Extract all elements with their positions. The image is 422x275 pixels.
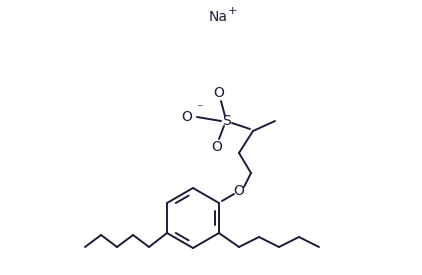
Text: O: O	[233, 184, 244, 198]
Text: O: O	[211, 140, 222, 154]
Text: Na: Na	[208, 10, 227, 24]
Text: O: O	[181, 110, 192, 124]
Text: O: O	[214, 86, 225, 100]
Text: S: S	[223, 114, 231, 128]
Text: +: +	[227, 6, 237, 16]
Text: ⁻: ⁻	[196, 103, 202, 116]
